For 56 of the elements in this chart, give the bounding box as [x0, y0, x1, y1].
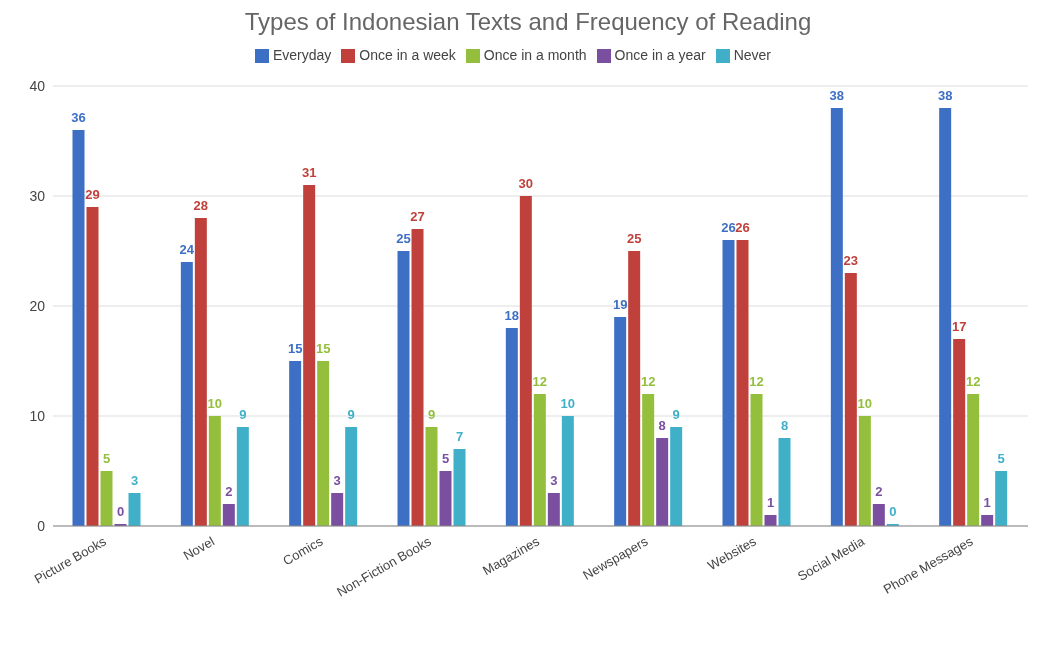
data-label: 8 — [780, 418, 789, 433]
data-label: 9 — [427, 407, 436, 422]
data-label: 7 — [455, 429, 464, 444]
y-tick-label: 0 — [37, 517, 46, 534]
data-label: 9 — [239, 407, 247, 422]
legend-label: Once in a year — [614, 47, 706, 63]
data-label: 0 — [889, 504, 897, 519]
legend-label: Once in a week — [359, 47, 456, 63]
y-tick-label: 40 — [29, 77, 46, 94]
data-label: 28 — [193, 198, 209, 213]
data-label: 3 — [130, 473, 139, 488]
data-label: 18 — [504, 308, 520, 323]
data-label: 38 — [829, 88, 845, 103]
data-label: 12 — [965, 374, 981, 389]
data-label: 19 — [612, 297, 628, 312]
data-label: 5 — [441, 451, 450, 466]
y-tick-label: 30 — [29, 187, 46, 204]
data-label: 25 — [626, 231, 642, 246]
legend-label: Everyday — [272, 47, 332, 63]
data-label: 36 — [71, 110, 86, 125]
data-label: 2 — [875, 484, 883, 499]
data-label: 1 — [983, 495, 991, 510]
data-label: 9 — [672, 407, 680, 422]
data-label: 2 — [225, 484, 233, 499]
data-label: 12 — [640, 374, 656, 389]
data-label: 31 — [301, 165, 317, 180]
data-label: 26 — [735, 220, 750, 235]
data-label: 10 — [560, 396, 576, 411]
chart-title: Types of Indonesian Texts and Frequency of Reading — [243, 8, 813, 36]
data-label: 9 — [347, 407, 355, 422]
data-label: 12 — [532, 374, 548, 389]
data-label: 8 — [658, 418, 666, 433]
y-tick-label: 10 — [29, 407, 46, 424]
data-label: 27 — [410, 209, 425, 224]
data-label: 5 — [102, 451, 111, 466]
data-label: 30 — [518, 176, 534, 191]
data-label: 1 — [766, 495, 775, 510]
data-label: 3 — [333, 473, 341, 488]
data-label: 29 — [85, 187, 100, 202]
data-label: 25 — [396, 231, 411, 246]
data-label: 12 — [749, 374, 764, 389]
data-label: 17 — [951, 319, 967, 334]
data-label: 26 — [721, 220, 736, 235]
data-label: 38 — [937, 88, 953, 103]
data-label: 24 — [179, 242, 195, 257]
data-label: 3 — [550, 473, 558, 488]
legend-label: Once in a month — [483, 47, 587, 63]
data-label: 10 — [857, 396, 873, 411]
data-label: 10 — [207, 396, 223, 411]
data-label: 5 — [997, 451, 1005, 466]
data-label: 0 — [116, 504, 125, 519]
legend-label: Never — [733, 47, 771, 63]
y-tick-label: 20 — [29, 297, 46, 314]
data-label: 15 — [315, 341, 331, 356]
data-label: 15 — [287, 341, 303, 356]
data-label: 23 — [843, 253, 859, 268]
